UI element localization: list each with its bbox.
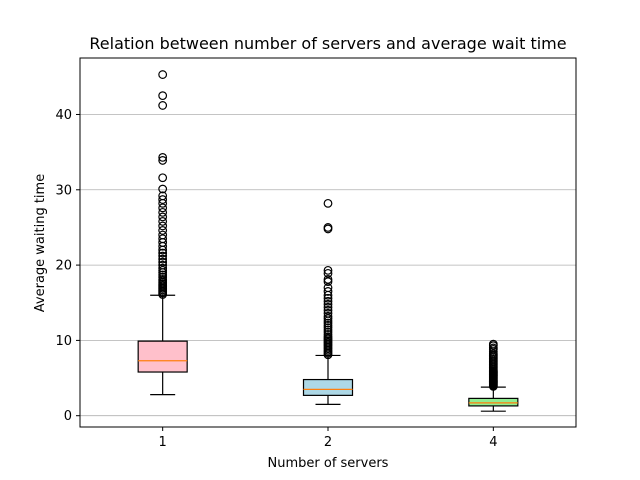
outlier-point — [158, 275, 168, 284]
outlier-point — [158, 217, 168, 226]
outlier-point — [323, 223, 333, 232]
iqr-box — [137, 340, 188, 373]
outlier-point — [158, 207, 168, 217]
box-group — [137, 70, 188, 396]
outlier-point — [158, 254, 168, 264]
outlier-point — [323, 198, 333, 208]
x-tick-label: 1 — [159, 435, 167, 450]
outlier-point — [158, 260, 168, 270]
iqr-box — [302, 378, 354, 396]
outlier-point — [158, 101, 168, 110]
outlier-point — [323, 323, 333, 332]
outlier-point — [323, 318, 333, 328]
y-axis-label: Average waiting time — [33, 174, 48, 312]
outlier-point — [158, 91, 168, 101]
outlier-point — [158, 265, 168, 275]
outlier-point — [488, 339, 498, 349]
outlier-point — [158, 270, 168, 280]
iqr-box — [468, 397, 519, 407]
outlier-point — [158, 70, 168, 79]
outlier-point — [323, 327, 333, 337]
outlier-point — [158, 230, 168, 240]
outlier-point — [488, 349, 498, 359]
outlier-point — [158, 191, 168, 201]
outlier-point — [323, 275, 333, 284]
outlier-point — [158, 173, 168, 183]
outlier-point — [323, 296, 333, 306]
y-tick-label: 0 — [64, 409, 72, 424]
y-tick-label: 40 — [55, 108, 72, 123]
outlier-point — [323, 299, 333, 309]
outlier-point — [158, 195, 168, 204]
outlier-point — [158, 251, 168, 261]
box-group — [468, 339, 519, 412]
outlier-point — [323, 314, 333, 323]
outlier-point — [323, 311, 333, 321]
outlier-point — [323, 277, 333, 287]
y-tick-label: 30 — [55, 183, 72, 198]
outlier-point — [323, 293, 333, 303]
box-group — [302, 198, 354, 406]
outlier-point — [158, 212, 168, 222]
outlier-point — [323, 325, 333, 335]
outlier-point — [158, 257, 168, 267]
outlier-point — [158, 153, 168, 162]
outlier-point — [158, 263, 168, 273]
outlier-point — [158, 226, 168, 235]
y-tick-label: 20 — [55, 259, 72, 274]
outlier-point — [158, 248, 168, 258]
outlier-point — [323, 332, 333, 342]
tick-layer: 0 10 20 30 40 1 2 4 — [55, 108, 497, 450]
outlier-point — [158, 234, 168, 244]
outlier-point — [158, 156, 168, 165]
outlier-point — [158, 272, 168, 282]
outlier-point — [323, 302, 333, 312]
box-layer — [137, 70, 519, 412]
outlier-point — [323, 287, 333, 296]
outlier-point — [323, 320, 333, 330]
outlier-point — [323, 308, 333, 318]
outlier-point — [323, 305, 333, 315]
outlier-point — [158, 184, 168, 194]
outlier-point — [158, 203, 168, 213]
x-tick-label: 2 — [324, 435, 332, 450]
outlier-point — [323, 283, 333, 293]
x-axis-label: Number of servers — [268, 456, 389, 471]
outlier-point — [158, 221, 168, 231]
outlier-point — [323, 268, 333, 278]
x-tick-label: 4 — [489, 435, 497, 450]
chart-title: Relation between number of servers and a… — [89, 34, 566, 53]
outlier-point — [323, 329, 333, 339]
outlier-point — [323, 265, 333, 275]
y-tick-label: 10 — [55, 334, 72, 349]
outlier-point — [488, 343, 498, 353]
